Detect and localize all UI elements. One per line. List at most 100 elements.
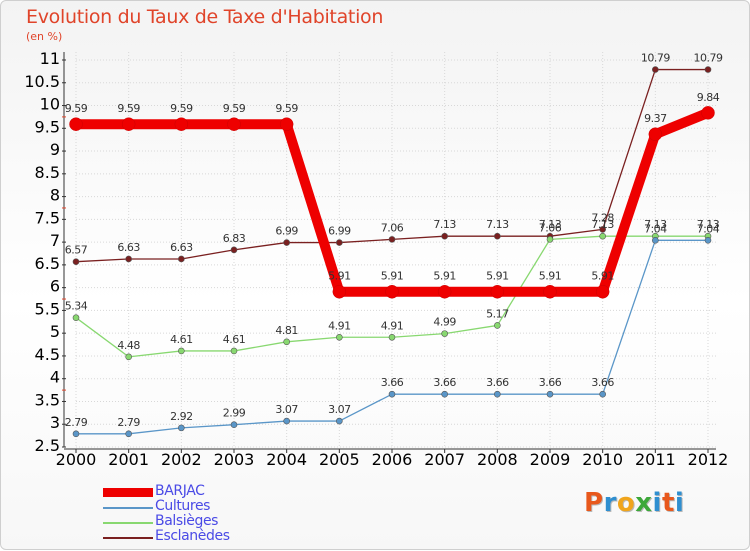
series-layer [69,66,715,438]
data-label: 5.91 [486,270,509,283]
chart-title: Evolution du Taux de Taxe d'Habitation [26,6,384,28]
x-tick-label: 2006 [372,450,413,469]
data-point [336,239,343,246]
data-point [595,284,610,299]
data-label: 4.91 [381,319,404,332]
data-label: 5.91 [433,270,456,283]
y-tick-label: 4 [50,368,60,387]
y-tick-label: 7 [50,231,60,250]
data-point [72,258,80,265]
x-tick-label: 2004 [266,450,307,469]
y-tick-label: 11 [40,49,60,68]
y-tick-label: 6.5 [35,254,60,273]
data-point [441,330,448,337]
y-tick-label: 7.5 [35,208,60,227]
data-label: 6.63 [170,241,193,254]
data-point [543,284,557,299]
y-tick-label: 5.5 [35,299,60,318]
x-tick-label: 2002 [161,450,202,469]
legend-swatch [103,522,153,524]
data-point [283,417,290,425]
data-label: 3.66 [591,376,614,389]
x-tick-label: 2009 [530,450,571,469]
data-label: 3.66 [539,376,562,389]
data-label: 4.61 [170,333,193,346]
legend-swatch [103,537,153,539]
data-label: 9.59 [117,102,140,115]
x-tick-label: 2007 [424,450,465,469]
data-label: 6.63 [117,241,140,254]
data-point [178,424,185,432]
data-point [174,117,189,131]
data-point [283,338,290,346]
data-label: 7.13 [486,218,509,231]
legend-label: BARJAC [155,483,205,499]
x-tick-label: 2005 [319,450,360,469]
data-label: 3.07 [328,403,351,416]
legend-label: Cultures [155,498,211,514]
x-tick-label: 2003 [214,450,255,469]
y-tick-label: 8.5 [35,163,60,182]
legend-swatch [103,488,153,497]
data-label: 5.17 [486,307,509,320]
data-point [599,226,606,233]
data-label: 5.91 [381,270,404,283]
data-label: 9.59 [65,102,88,115]
legend-label: Balsièges [155,513,219,529]
y-tick-label: 8 [50,186,60,205]
data-point [599,390,606,398]
data-label: 4.99 [433,316,456,329]
logo-letter: r [603,488,617,518]
data-point [230,347,238,355]
x-tick-label: 2008 [477,450,518,469]
data-point [546,390,554,398]
data-point [441,232,448,240]
y-tick-label: 10.5 [24,72,60,91]
data-labels: 6.57 6.63 6.636.836.99 6.99 7.06 7.13 7.13 7.13… [65,52,724,429]
data-point [494,322,501,329]
data-point [441,390,448,398]
data-label: 4.91 [328,319,351,332]
data-label: 6.57 [65,244,88,257]
data-point [494,232,501,240]
data-point [230,421,238,428]
data-label: 3.66 [381,376,404,389]
data-point [704,236,712,244]
y-tick-label: 2.5 [35,436,60,455]
data-point [125,255,132,263]
data-label: 5.91 [328,270,351,283]
data-point [332,284,347,299]
data-point [336,417,343,425]
data-label: 3.07 [275,403,298,416]
logo-letter: t [661,488,675,518]
data-label: 3.66 [433,376,456,389]
data-point [388,236,396,243]
data-point [69,117,83,131]
x-tick-label: 2000 [56,450,97,469]
data-point [336,333,343,341]
proxiti-logo: Proxiti [584,488,684,518]
data-point [178,255,185,263]
data-point [701,106,715,120]
x-tick-label: 2012 [688,450,729,469]
x-tick-label: 2010 [582,450,623,469]
data-point [704,66,712,73]
data-label: 4.48 [117,339,140,352]
logo-letter: i [652,488,662,518]
data-label: 10.79 [641,52,670,65]
data-label: 5.34 [65,300,88,313]
data-label: 7.13 [644,218,667,231]
y-tick-label: 3.5 [35,390,60,409]
data-point [125,353,132,361]
data-point [388,333,396,341]
data-label: 7.06 [381,221,404,234]
data-label: 9.84 [697,91,720,104]
y-tick-label: 6 [50,277,60,296]
data-point [72,430,80,438]
data-label: 4.81 [275,324,298,337]
data-point [72,314,80,321]
data-point [490,284,505,299]
data-point [230,246,238,254]
data-label: 7.06 [539,221,562,234]
